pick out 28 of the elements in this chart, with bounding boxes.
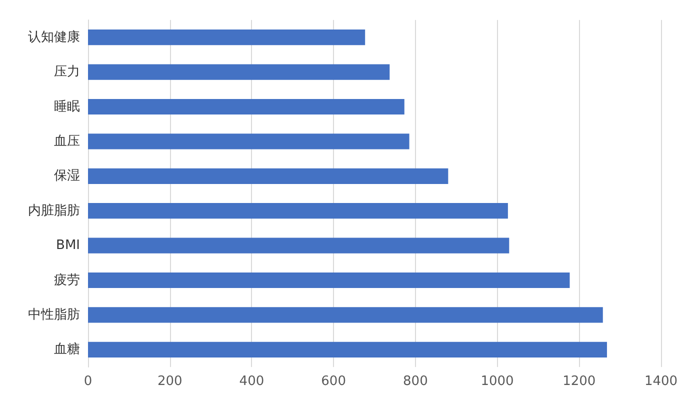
y-tick-label: 疲劳 bbox=[54, 272, 80, 288]
x-tick-label: 200 bbox=[157, 374, 182, 389]
x-tick-label: 1000 bbox=[480, 374, 514, 389]
y-tick-label: BMI bbox=[56, 238, 80, 254]
bar bbox=[88, 30, 366, 46]
x-tick-label: 0 bbox=[84, 374, 92, 389]
bar bbox=[88, 98, 404, 115]
bar bbox=[88, 64, 390, 80]
y-tick-label: 认知健康 bbox=[28, 30, 80, 45]
y-tick-label: 中性脂肪 bbox=[28, 307, 80, 322]
x-tick-label: 600 bbox=[321, 374, 346, 389]
y-tick-label: 内脏脂肪 bbox=[28, 203, 80, 218]
y-tick-label: 睡眠 bbox=[54, 99, 80, 114]
bar bbox=[88, 307, 603, 323]
bar bbox=[88, 203, 508, 219]
x-tick-label: 400 bbox=[239, 374, 264, 389]
bar bbox=[88, 238, 510, 254]
bar bbox=[88, 168, 448, 184]
x-tick-label: 1400 bbox=[644, 374, 678, 389]
y-tick-label: 血压 bbox=[54, 134, 80, 149]
bar bbox=[88, 134, 410, 150]
y-tick-label: 血糖 bbox=[54, 342, 80, 358]
bar bbox=[88, 342, 607, 358]
x-tick-label: 1200 bbox=[562, 374, 596, 389]
bar bbox=[88, 272, 570, 288]
y-tick-label: 保湿 bbox=[54, 168, 80, 184]
y-tick-label: 压力 bbox=[54, 64, 80, 80]
x-tick-label: 800 bbox=[403, 374, 428, 389]
